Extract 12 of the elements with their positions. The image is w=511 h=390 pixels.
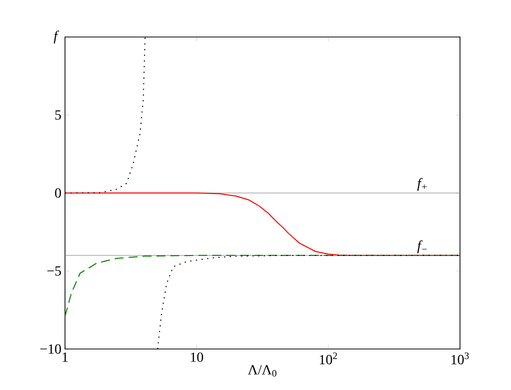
y-tick-label: −10	[40, 344, 61, 354]
y-tick-label: 5	[55, 110, 61, 120]
x-tick-label: 10	[190, 352, 204, 362]
y-tick-label: −5	[47, 266, 61, 276]
x-tick-label: 10$^{3}$	[452, 352, 469, 364]
ref-line-label: f$_{+}$	[417, 178, 427, 191]
x-tick-label: 10$^{2}$	[320, 352, 337, 364]
ref-line-label: f$_{−}$	[417, 240, 427, 254]
y-axis-title: f	[54, 30, 60, 44]
y-tick-label: 0	[55, 188, 61, 198]
x-axis-title: Λ/Λ$_{0}$	[248, 365, 276, 377]
x-tick-label: 1	[62, 352, 68, 362]
